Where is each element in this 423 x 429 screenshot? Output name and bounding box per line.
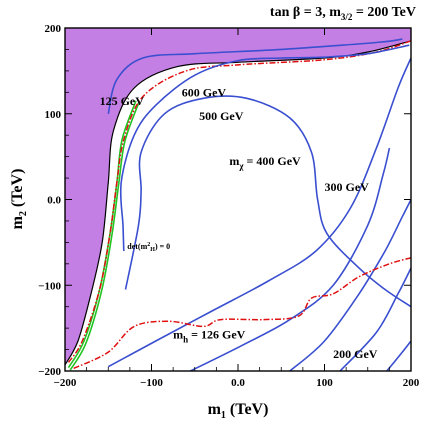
y-tick-label: −200 xyxy=(38,366,61,378)
contour-label-1: 600 GeV xyxy=(182,86,227,100)
x-tick-label: 100 xyxy=(316,377,333,389)
x-tick-label: 0.0 xyxy=(231,377,245,389)
excluded-region xyxy=(65,28,411,365)
mass-contour-6 xyxy=(339,267,411,371)
chart-title: tan β = 3, m3/2 = 200 TeV xyxy=(270,5,416,22)
mass-contour-0 xyxy=(107,38,403,114)
mchi-label: mχ = 400 GeV xyxy=(229,154,301,171)
contour-label-0: 125 GeV xyxy=(100,94,145,108)
mh-contour-upper-line xyxy=(67,40,411,363)
y-axis-title: m2 (TeV) xyxy=(9,169,29,230)
x-tick-label: −200 xyxy=(54,377,77,389)
contour-label-4: 200 GeV xyxy=(333,347,378,361)
det-label: det(m2H) = 0 xyxy=(127,242,170,253)
y-tick-label: 100 xyxy=(45,109,62,121)
contour-label-2: 500 GeV xyxy=(199,109,244,123)
mh-label: mh = 126 GeV xyxy=(173,327,246,344)
mass-contour-5 xyxy=(289,199,411,371)
y-tick-label: 200 xyxy=(45,23,62,35)
mass-contour-1 xyxy=(119,44,410,252)
x-axis-title: m1 (TeV) xyxy=(208,401,269,421)
y-tick-label: −100 xyxy=(38,280,61,292)
mh-contour-line xyxy=(73,257,411,370)
x-tick-label: −100 xyxy=(140,377,163,389)
mass-contour-7 xyxy=(386,340,411,371)
mass-contour-3 xyxy=(107,57,411,368)
x-tick-label: 200 xyxy=(403,377,420,389)
green-band-line xyxy=(67,100,137,369)
mass-contour-4 xyxy=(190,147,391,371)
green-band-line-2 xyxy=(69,103,140,371)
contour-label-3: 300 GeV xyxy=(325,180,370,194)
mass-contour-2 xyxy=(124,95,411,308)
y-tick-label: 0.0 xyxy=(47,195,61,207)
